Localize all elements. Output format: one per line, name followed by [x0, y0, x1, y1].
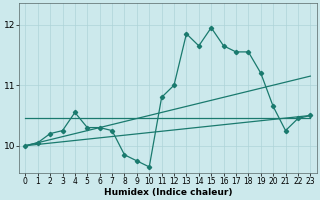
X-axis label: Humidex (Indice chaleur): Humidex (Indice chaleur) [104, 188, 232, 197]
